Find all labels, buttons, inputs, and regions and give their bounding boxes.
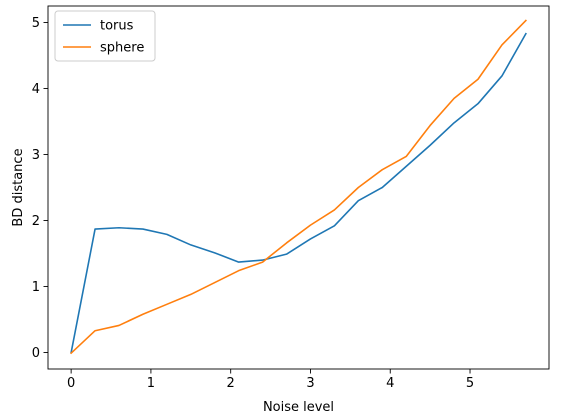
x-tick-label: 4 <box>386 376 394 391</box>
x-tick-label: 0 <box>67 376 75 391</box>
plot-area <box>48 6 549 369</box>
x-tick-label: 2 <box>227 376 235 391</box>
x-axis-label: Noise level <box>263 400 334 415</box>
y-tick-label: 1 <box>32 280 40 295</box>
legend: torus sphere <box>54 10 156 62</box>
y-tick-label: 0 <box>32 346 40 361</box>
legend-label-sphere: sphere <box>100 41 144 56</box>
x-axis: 0 1 2 3 4 5 <box>67 369 474 391</box>
y-tick-label: 4 <box>32 82 40 97</box>
y-tick-label: 2 <box>32 214 40 229</box>
series-line-torus <box>70 32 527 354</box>
x-tick-label: 5 <box>466 376 474 391</box>
series-layer <box>70 19 527 355</box>
plot-frame <box>47 5 550 370</box>
legend-label-torus: torus <box>100 19 134 34</box>
x-tick-label: 3 <box>306 376 314 391</box>
legend-box <box>54 10 156 62</box>
y-tick-label: 5 <box>32 16 40 31</box>
y-axis: 0 1 2 3 4 5 <box>32 16 48 361</box>
x-tick-label: 1 <box>147 376 155 391</box>
series-line-sphere <box>70 19 527 355</box>
y-tick-label: 3 <box>32 148 40 163</box>
y-axis-label: BD distance <box>11 148 26 226</box>
